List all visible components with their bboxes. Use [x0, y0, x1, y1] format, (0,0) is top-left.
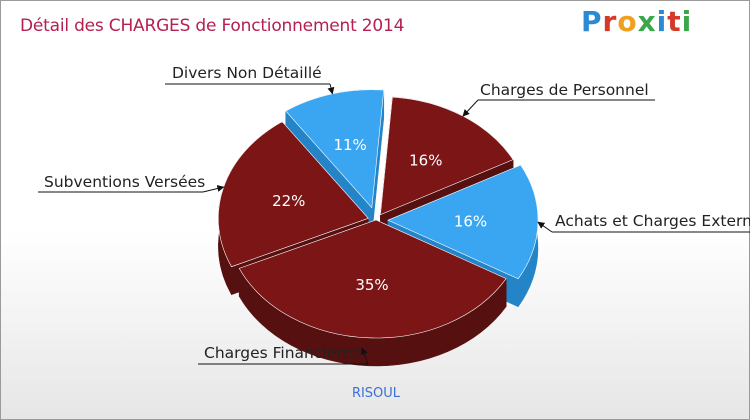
logo-letter: o — [617, 5, 638, 38]
logo-letter: P — [581, 5, 603, 38]
leader-line — [327, 83, 335, 95]
chart-title: Détail des CHARGES de Fonctionnement 201… — [20, 16, 405, 36]
slice-percent-label: 22% — [272, 192, 305, 210]
slice-percent-label: 16% — [409, 151, 442, 169]
leader-line — [360, 347, 369, 365]
proxiti-logo: Proxiti — [581, 5, 692, 38]
slice-category-label: Subventions Versées — [44, 173, 205, 191]
slice-category-label: Divers Non Détaillé — [172, 64, 322, 82]
slice-category-label: Charges Financières — [204, 344, 360, 362]
slice-percent-label: 16% — [454, 212, 487, 230]
slice-percent-label: 11% — [333, 136, 366, 154]
leader-line — [202, 185, 225, 193]
slice-category-label: Achats et Charges Externes — [555, 212, 750, 230]
leader-line — [537, 221, 553, 233]
logo-letter: i — [681, 5, 693, 38]
slice-category-label: Charges de Personnel — [480, 81, 649, 99]
logo-letter: r — [602, 5, 618, 38]
logo-letter: i — [656, 5, 668, 38]
pie-slice — [238, 219, 507, 339]
logo-letter: x — [637, 5, 657, 38]
leader-line — [462, 99, 479, 117]
commune-name: RISOUL — [351, 386, 401, 401]
slice-percent-label: 35% — [355, 276, 388, 294]
logo-letter: t — [667, 5, 682, 38]
